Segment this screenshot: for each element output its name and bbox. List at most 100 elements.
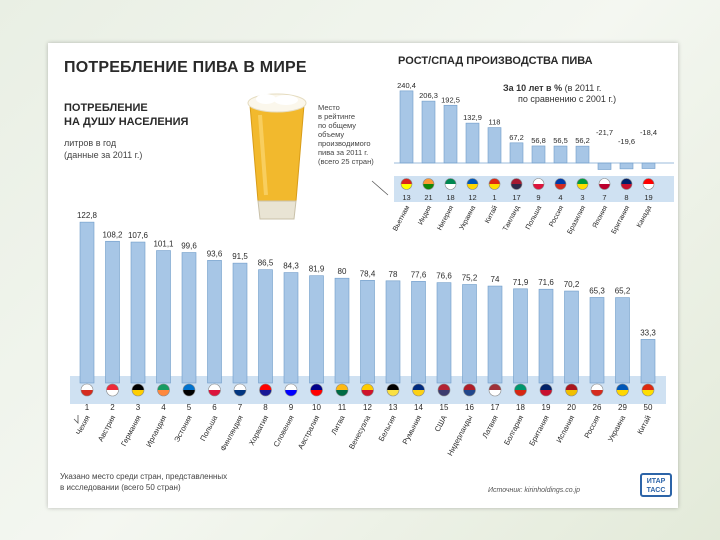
country-flag-icon <box>422 178 435 190</box>
production-rank-label: 17 <box>512 193 520 202</box>
production-rank-label: 13 <box>402 193 410 202</box>
chart-canvas: 122,8 1 Чехия 108,2 2 Австрия 107,6 3 Германия 10… <box>70 81 674 458</box>
consumption-bar <box>564 290 579 384</box>
production-bar <box>641 162 656 169</box>
production-bar <box>509 142 524 164</box>
consumption-value-label: 33,3 <box>640 328 656 337</box>
production-value-label: 67,2 <box>509 133 524 142</box>
country-flag-icon <box>310 383 323 397</box>
consumption-bar <box>385 280 401 384</box>
production-country-label: Вьетнам <box>392 204 411 232</box>
production-title: РОСТ/СПАД ПРОИЗВОДСТВА ПИВА <box>398 55 593 67</box>
production-value-label: 56,8 <box>531 136 546 145</box>
production-bar <box>487 127 502 164</box>
production-bar <box>465 122 480 164</box>
rank-note: Место в рейтинге по общему объему произв… <box>318 103 374 166</box>
consumption-rank-label: 17 <box>491 403 500 412</box>
country-flag-icon <box>106 383 119 397</box>
consumption-rank-label: 14 <box>414 403 423 412</box>
consumption-title-line2: НА ДУШУ НАСЕЛЕНИЯ <box>64 116 189 128</box>
production-rank-label: 3 <box>580 193 584 202</box>
consumption-country-label: Ирландия <box>144 414 168 449</box>
consumption-year-note: (данные за 2011 г.) <box>64 150 143 160</box>
country-flag-icon <box>182 383 196 397</box>
country-flag-icon <box>412 383 425 397</box>
consumption-value-label: 93,6 <box>207 249 223 258</box>
production-country-label: Индия <box>417 204 433 226</box>
country-flag-icon <box>208 383 221 397</box>
consumption-value-label: 78 <box>389 270 398 279</box>
production-value-label: 56,2 <box>575 136 590 145</box>
production-rank-label: 19 <box>644 193 652 202</box>
country-flag-icon <box>284 383 298 397</box>
consumption-value-label: 65,2 <box>615 287 631 296</box>
country-flag-icon <box>400 178 413 190</box>
consumption-rank-label: 10 <box>312 403 321 412</box>
production-bar <box>399 90 414 164</box>
country-flag-icon <box>641 383 655 397</box>
country-flag-icon <box>259 383 272 397</box>
consumption-country-label: Австрия <box>96 414 117 443</box>
production-rank-label: 7 <box>602 193 606 202</box>
consumption-value-label: 70,2 <box>564 280 580 289</box>
consumption-value-label: 81,9 <box>309 265 325 274</box>
consumption-unit: литров в год <box>64 138 117 148</box>
consumption-bar <box>130 241 146 384</box>
production-country-label: Украина <box>459 205 478 232</box>
consumption-bar <box>462 284 477 384</box>
country-flag-icon <box>80 383 94 397</box>
consumption-country-label: Словения <box>272 414 296 449</box>
consumption-bar <box>181 252 197 384</box>
production-bar <box>443 104 458 164</box>
production-value-label: -19,6 <box>618 137 635 146</box>
production-rank-label: 12 <box>468 193 476 202</box>
consumption-bar <box>207 260 222 384</box>
footnote-pointer <box>73 415 79 424</box>
consumption-bar <box>436 282 452 384</box>
consumption-country-label: Румыния <box>400 414 423 446</box>
production-country-label: Китай <box>483 204 499 225</box>
infographic-card: ПОТРЕБЛЕНИЕ ПИВА В МИРЕ ПОТРЕБЛЕНИЕ НА Д… <box>48 43 678 508</box>
consumption-country-label: Испания <box>554 414 576 445</box>
consumption-bar <box>513 288 528 384</box>
consumption-rank-label: 6 <box>212 403 217 412</box>
country-flag-icon <box>620 178 633 190</box>
consumption-value-label: 122,8 <box>77 211 98 220</box>
rank-note-pointer <box>371 180 389 196</box>
production-value-label: 132,9 <box>463 113 482 122</box>
country-flag-icon <box>510 178 523 190</box>
country-flag-icon <box>488 383 502 397</box>
production-country-label: Польша <box>525 205 543 231</box>
production-country-label: Нигерия <box>436 204 455 231</box>
consumption-value-label: 80 <box>338 267 347 276</box>
consumption-value-label: 84,3 <box>283 262 299 271</box>
country-flag-icon <box>554 178 567 190</box>
production-value-label: 56,5 <box>553 136 568 145</box>
country-flag-icon <box>463 383 476 397</box>
production-bar <box>597 162 612 170</box>
beer-glass-icon <box>247 93 307 220</box>
consumption-value-label: 107,6 <box>128 231 149 240</box>
consumption-bar <box>156 250 171 384</box>
consumption-value-label: 99,6 <box>181 242 197 251</box>
logo-line2: ТАСС <box>646 487 666 494</box>
production-note: За 10 лет в % (в 2011 г. <box>503 83 601 93</box>
production-country-label: Канада <box>636 205 653 229</box>
country-flag-icon <box>642 178 655 190</box>
consumption-country-label: Литва <box>329 413 347 436</box>
logo-line1: ИТАР <box>646 478 666 485</box>
production-country-label: Британия <box>611 204 632 235</box>
consumption-country-label: США <box>433 414 449 433</box>
consumption-rank-label: 16 <box>465 403 474 412</box>
country-flag-icon <box>335 383 349 397</box>
consumption-value-label: 91,5 <box>232 252 248 261</box>
consumption-rank-label: 9 <box>289 403 294 412</box>
country-flag-icon <box>488 178 501 190</box>
consumption-title-line1: ПОТРЕБЛЕНИЕ <box>64 102 148 114</box>
consumption-value-label: 74 <box>491 275 500 284</box>
consumption-rank-label: 4 <box>161 403 166 412</box>
consumption-rank-label: 13 <box>389 403 398 412</box>
production-rank-label: 9 <box>536 193 540 202</box>
production-flag-band <box>394 176 674 202</box>
consumption-country-label: Нидерланды <box>445 414 474 458</box>
